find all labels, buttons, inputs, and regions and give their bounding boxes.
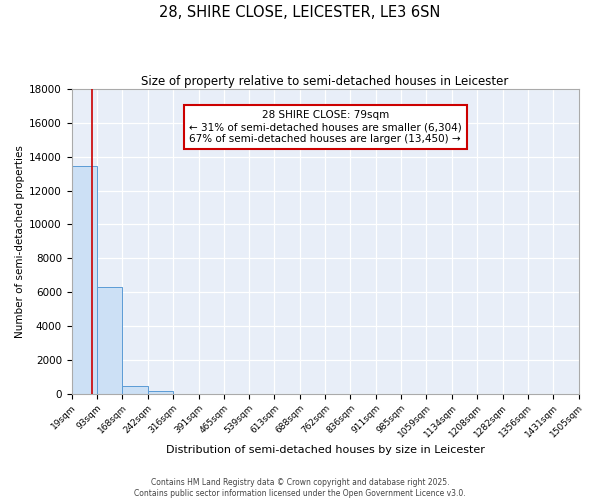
- X-axis label: Distribution of semi-detached houses by size in Leicester: Distribution of semi-detached houses by …: [166, 445, 485, 455]
- Bar: [148, 391, 173, 394]
- Y-axis label: Number of semi-detached properties: Number of semi-detached properties: [15, 145, 25, 338]
- Text: 28 SHIRE CLOSE: 79sqm
← 31% of semi-detached houses are smaller (6,304)
67% of s: 28 SHIRE CLOSE: 79sqm ← 31% of semi-deta…: [189, 110, 461, 144]
- Text: Contains HM Land Registry data © Crown copyright and database right 2025.
Contai: Contains HM Land Registry data © Crown c…: [134, 478, 466, 498]
- Text: 28, SHIRE CLOSE, LEICESTER, LE3 6SN: 28, SHIRE CLOSE, LEICESTER, LE3 6SN: [160, 5, 440, 20]
- Bar: [122, 386, 148, 394]
- Bar: [71, 166, 97, 394]
- Title: Size of property relative to semi-detached houses in Leicester: Size of property relative to semi-detach…: [142, 75, 509, 88]
- Bar: [97, 287, 122, 394]
